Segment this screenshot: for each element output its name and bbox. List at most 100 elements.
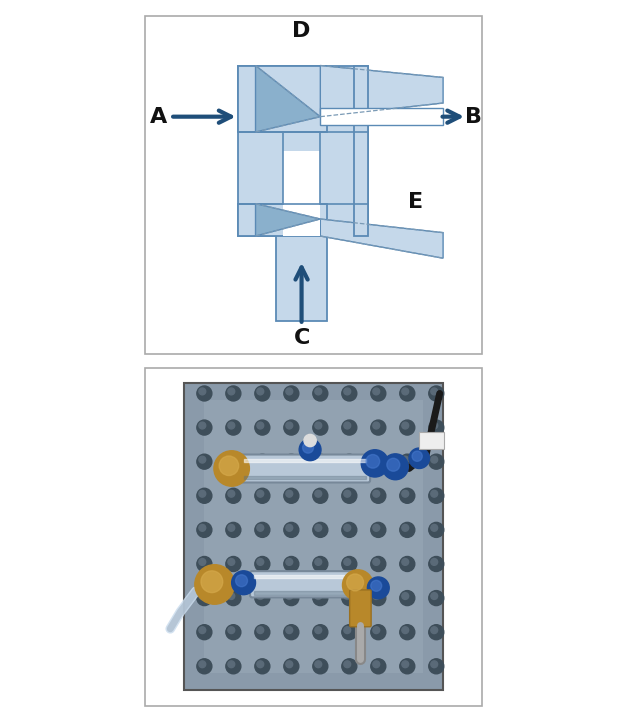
Circle shape xyxy=(400,591,415,605)
Circle shape xyxy=(284,523,299,537)
Circle shape xyxy=(255,556,270,572)
Circle shape xyxy=(226,523,241,537)
Circle shape xyxy=(284,556,299,572)
Circle shape xyxy=(371,556,386,572)
Circle shape xyxy=(257,661,264,668)
Circle shape xyxy=(344,627,350,633)
Circle shape xyxy=(344,456,350,463)
Circle shape xyxy=(257,524,264,531)
Circle shape xyxy=(315,627,322,633)
Circle shape xyxy=(286,627,293,633)
Circle shape xyxy=(366,454,380,468)
Circle shape xyxy=(429,591,444,605)
Circle shape xyxy=(286,524,293,531)
Circle shape xyxy=(313,454,328,469)
Circle shape xyxy=(431,388,438,395)
Circle shape xyxy=(304,434,316,447)
Circle shape xyxy=(199,661,206,668)
Circle shape xyxy=(286,592,293,600)
Polygon shape xyxy=(256,204,320,236)
Circle shape xyxy=(315,456,322,463)
Circle shape xyxy=(199,559,206,565)
Text: E: E xyxy=(408,192,423,212)
Circle shape xyxy=(197,386,212,401)
Circle shape xyxy=(255,386,270,401)
Circle shape xyxy=(400,420,415,435)
FancyBboxPatch shape xyxy=(204,400,423,673)
Text: D: D xyxy=(292,22,311,42)
Circle shape xyxy=(197,556,212,572)
Circle shape xyxy=(236,574,248,587)
Circle shape xyxy=(255,523,270,537)
Circle shape xyxy=(373,456,380,463)
Circle shape xyxy=(402,661,409,668)
Circle shape xyxy=(257,422,264,429)
Circle shape xyxy=(255,420,270,435)
Polygon shape xyxy=(320,65,443,116)
FancyBboxPatch shape xyxy=(354,65,368,236)
Circle shape xyxy=(400,386,415,401)
Circle shape xyxy=(315,524,322,531)
FancyBboxPatch shape xyxy=(238,65,327,132)
Circle shape xyxy=(284,488,299,503)
Circle shape xyxy=(286,456,293,463)
Circle shape xyxy=(315,661,322,668)
Circle shape xyxy=(342,556,357,572)
Circle shape xyxy=(400,454,415,469)
Circle shape xyxy=(431,524,438,531)
Circle shape xyxy=(199,627,206,633)
Circle shape xyxy=(402,627,409,633)
Circle shape xyxy=(373,661,380,668)
Circle shape xyxy=(313,488,328,503)
Circle shape xyxy=(313,523,328,537)
Circle shape xyxy=(371,659,386,673)
FancyBboxPatch shape xyxy=(238,65,368,236)
Circle shape xyxy=(371,580,382,592)
Circle shape xyxy=(226,454,241,469)
Circle shape xyxy=(255,659,270,673)
Circle shape xyxy=(226,659,241,673)
Polygon shape xyxy=(256,65,320,132)
Circle shape xyxy=(342,591,357,605)
Circle shape xyxy=(228,592,234,600)
FancyBboxPatch shape xyxy=(250,571,357,597)
Circle shape xyxy=(367,577,389,599)
Circle shape xyxy=(429,523,444,537)
Circle shape xyxy=(255,591,270,605)
Circle shape xyxy=(228,456,234,463)
Circle shape xyxy=(373,627,380,633)
Circle shape xyxy=(313,420,328,435)
Circle shape xyxy=(400,523,415,537)
Circle shape xyxy=(412,451,423,462)
Circle shape xyxy=(286,559,293,565)
Circle shape xyxy=(371,625,386,640)
Circle shape xyxy=(402,422,409,429)
Circle shape xyxy=(344,490,350,497)
FancyBboxPatch shape xyxy=(320,108,443,125)
Circle shape xyxy=(342,659,357,673)
Circle shape xyxy=(197,625,212,640)
Circle shape xyxy=(286,388,293,395)
Circle shape xyxy=(431,422,438,429)
Circle shape xyxy=(315,490,322,497)
Circle shape xyxy=(313,625,328,640)
Circle shape xyxy=(197,420,212,435)
Circle shape xyxy=(382,454,408,480)
Text: A: A xyxy=(150,107,167,126)
FancyBboxPatch shape xyxy=(419,432,444,449)
Circle shape xyxy=(201,571,223,592)
Circle shape xyxy=(373,422,380,429)
FancyBboxPatch shape xyxy=(184,383,443,690)
Circle shape xyxy=(431,559,438,565)
Text: B: B xyxy=(465,107,482,126)
Circle shape xyxy=(315,388,322,395)
Circle shape xyxy=(313,591,328,605)
Circle shape xyxy=(344,388,350,395)
Circle shape xyxy=(342,386,357,401)
Circle shape xyxy=(255,454,270,469)
Circle shape xyxy=(400,556,415,572)
Text: C: C xyxy=(293,328,310,348)
Circle shape xyxy=(228,422,234,429)
Circle shape xyxy=(431,490,438,497)
Circle shape xyxy=(342,420,357,435)
